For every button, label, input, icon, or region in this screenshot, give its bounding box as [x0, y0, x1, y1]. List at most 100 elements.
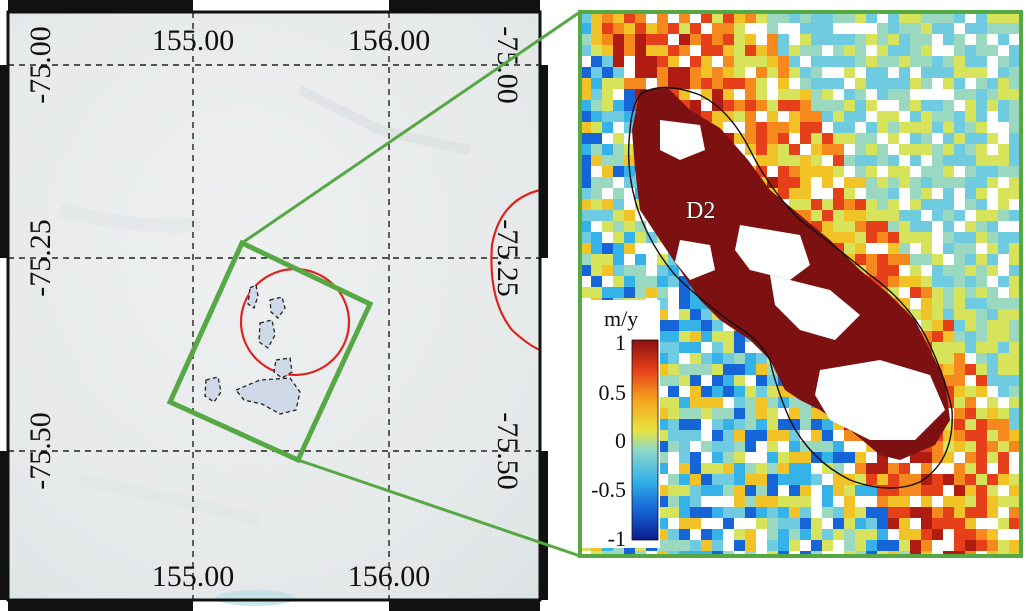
velocity-pixel — [811, 529, 822, 540]
velocity-pixel — [778, 430, 789, 441]
velocity-pixel — [866, 78, 877, 89]
lon-label-top-156: 156.00 — [348, 24, 431, 57]
velocity-pixel — [899, 12, 910, 23]
velocity-pixel — [943, 100, 954, 111]
velocity-pixel — [855, 221, 866, 232]
velocity-pixel — [954, 155, 965, 166]
velocity-pixel — [987, 419, 998, 430]
gap — [660, 120, 705, 160]
velocity-pixel — [745, 397, 756, 408]
velocity-pixel — [833, 78, 844, 89]
velocity-pixel — [998, 331, 1009, 342]
velocity-pixel — [943, 265, 954, 276]
velocity-pixel — [800, 188, 811, 199]
velocity-pixel — [866, 144, 877, 155]
velocity-pixel — [668, 331, 679, 342]
velocity-pixel — [613, 12, 624, 23]
velocity-pixel — [998, 276, 1009, 287]
velocity-pixel — [888, 166, 899, 177]
velocity-pixel — [789, 12, 800, 23]
velocity-pixel — [976, 210, 987, 221]
velocity-pixel — [778, 551, 789, 556]
velocity-pixel — [888, 34, 899, 45]
velocity-pixel — [591, 232, 602, 243]
velocity-pixel — [767, 441, 778, 452]
velocity-pixel — [591, 34, 602, 45]
velocity-pixel — [701, 507, 712, 518]
velocity-pixel — [866, 166, 877, 177]
velocity-pixel — [899, 45, 910, 56]
velocity-pixel — [679, 518, 690, 529]
velocity-pixel — [767, 485, 778, 496]
velocity-pixel — [745, 540, 756, 551]
velocity-pixel — [657, 276, 668, 287]
velocity-pixel — [657, 34, 668, 45]
velocity-pixel — [965, 155, 976, 166]
velocity-pixel — [624, 144, 635, 155]
velocity-pixel — [855, 45, 866, 56]
velocity-pixel — [822, 210, 833, 221]
velocity-pixel — [778, 496, 789, 507]
velocity-pixel — [943, 111, 954, 122]
velocity-pixel — [910, 221, 921, 232]
velocity-pixel — [613, 133, 624, 144]
velocity-pixel — [602, 155, 613, 166]
velocity-pixel — [800, 122, 811, 133]
velocity-pixel — [987, 485, 998, 496]
velocity-pixel — [998, 34, 1009, 45]
velocity-pixel — [855, 243, 866, 254]
velocity-pixel — [712, 485, 723, 496]
velocity-pixel — [1009, 243, 1020, 254]
velocity-pixel — [668, 78, 679, 89]
velocity-pixel — [668, 67, 679, 78]
velocity-pixel — [976, 133, 987, 144]
velocity-pixel — [723, 485, 734, 496]
velocity-pixel — [921, 221, 932, 232]
velocity-pixel — [987, 45, 998, 56]
velocity-pixel — [800, 45, 811, 56]
velocity-pixel — [679, 23, 690, 34]
velocity-pixel — [921, 34, 932, 45]
red-contour-edge — [490, 188, 541, 352]
velocity-pixel — [888, 177, 899, 188]
velocity-pixel — [965, 56, 976, 67]
velocity-pixel — [932, 331, 943, 342]
velocity-pixel — [679, 496, 690, 507]
velocity-pixel — [965, 243, 976, 254]
velocity-pixel — [976, 320, 987, 331]
velocity-pixel — [965, 45, 976, 56]
velocity-pixel — [932, 23, 943, 34]
velocity-pixel — [745, 386, 756, 397]
velocity-pixel — [657, 485, 668, 496]
velocity-pixel — [778, 166, 789, 177]
velocity-pixel — [877, 45, 888, 56]
velocity-pixel — [1009, 210, 1020, 221]
velocity-pixel — [690, 540, 701, 551]
lake-outline — [627, 86, 953, 489]
velocity-pixel — [668, 430, 679, 441]
velocity-pixel — [943, 474, 954, 485]
velocity-pixel — [855, 232, 866, 243]
velocity-pixel — [910, 551, 921, 556]
velocity-pixel — [833, 463, 844, 474]
velocity-pixel — [954, 342, 965, 353]
velocity-pixel — [844, 518, 855, 529]
velocity-pixel — [1009, 419, 1020, 430]
velocity-pixel — [679, 540, 690, 551]
velocity-pixel — [998, 386, 1009, 397]
velocity-pixel — [965, 452, 976, 463]
velocity-pixel — [954, 34, 965, 45]
velocity-pixel — [976, 485, 987, 496]
velocity-pixel — [822, 144, 833, 155]
velocity-pixel — [624, 78, 635, 89]
velocity-pixel — [679, 331, 690, 342]
velocity-pixel — [877, 540, 888, 551]
velocity-pixel — [888, 199, 899, 210]
velocity-pixel — [591, 177, 602, 188]
velocity-pixel — [657, 496, 668, 507]
velocity-pixel — [657, 540, 668, 551]
velocity-pixel — [778, 144, 789, 155]
velocity-pixel — [998, 441, 1009, 452]
velocity-pixel — [591, 155, 602, 166]
velocity-pixel — [987, 78, 998, 89]
